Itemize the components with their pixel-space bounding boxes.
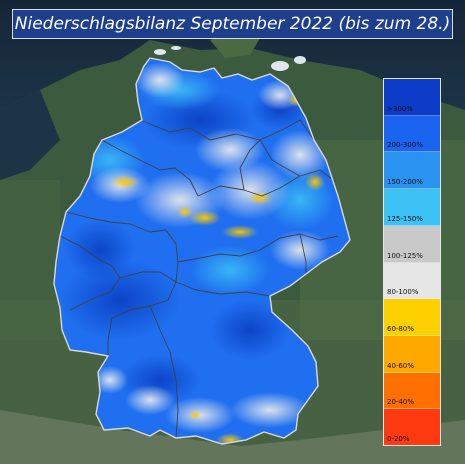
legend-swatch: 150-200% [384, 152, 440, 190]
legend-label: 150-200% [387, 178, 423, 187]
legend-swatch: 125-150% [384, 189, 440, 226]
legend-swatch: 100-125% [384, 225, 440, 263]
legend-swatch: 40-60% [384, 335, 440, 373]
state-borders [59, 119, 339, 439]
legend-swatch: 20-40% [384, 372, 440, 410]
legend-label: 40-60% [387, 361, 414, 370]
map-title: Niederschlagsbilanz September 2022 (bis … [12, 9, 453, 39]
legend-swatch: 0-20% [384, 409, 440, 446]
legend-swatch: >300% [384, 79, 440, 116]
legend-swatch: 200-300% [384, 115, 440, 153]
legend-label: 0-20% [387, 435, 410, 444]
legend-label: 80-100% [387, 288, 419, 297]
legend-label: 60-80% [387, 324, 414, 333]
legend-label: 200-300% [387, 141, 423, 150]
legend: >300% 200-300% 150-200% 125-150% 100-125% 80-… [383, 78, 441, 446]
legend-label: 20-40% [387, 398, 414, 407]
legend-label: 125-150% [387, 214, 423, 223]
legend-swatch: 80-100% [384, 262, 440, 300]
legend-label: 100-125% [387, 251, 423, 260]
legend-label: >300% [387, 104, 413, 113]
legend-swatch: 60-80% [384, 299, 440, 336]
